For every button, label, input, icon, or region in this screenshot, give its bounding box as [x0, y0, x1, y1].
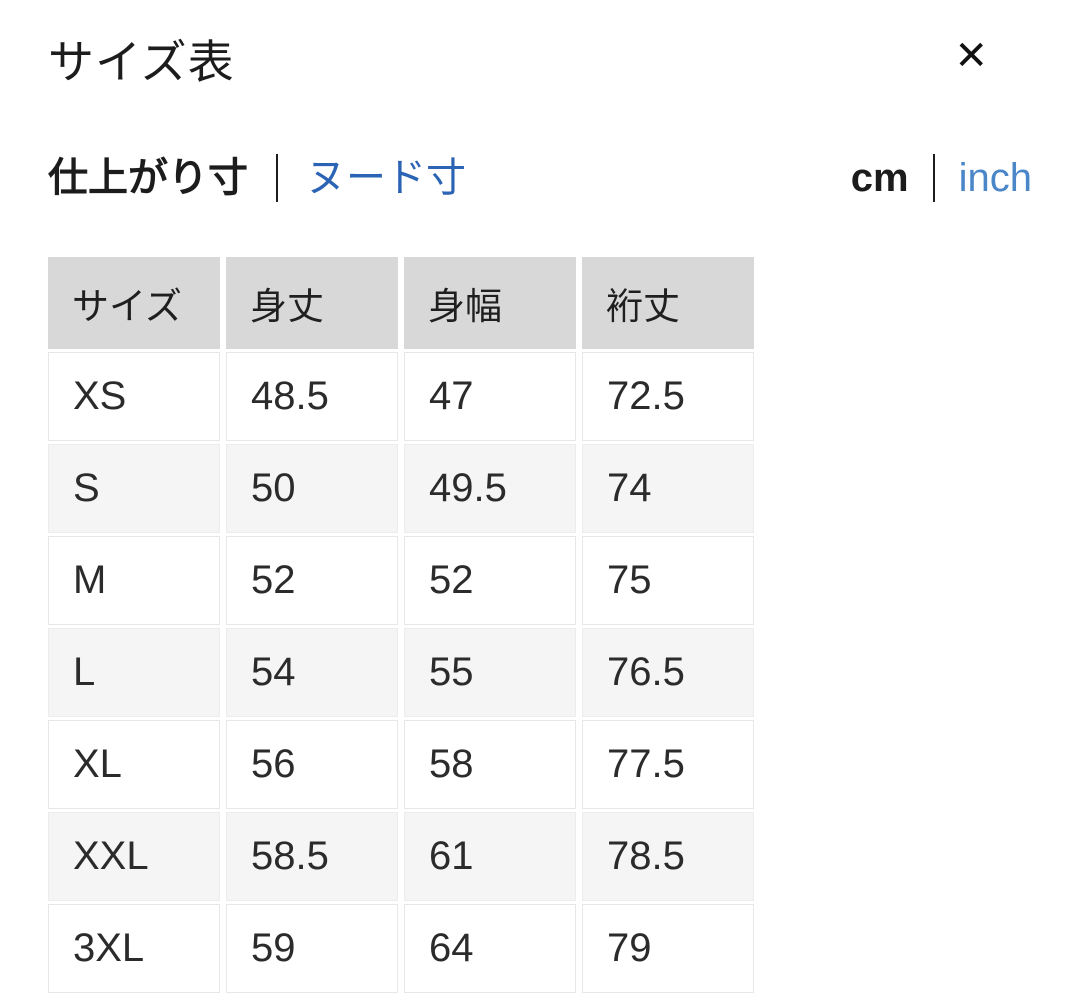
value-cell: 52 — [404, 536, 576, 625]
value-cell: 61 — [404, 812, 576, 901]
value-cell: 48.5 — [226, 352, 398, 441]
size-cell: 3XL — [48, 904, 220, 993]
size-cell: S — [48, 444, 220, 533]
header-cell-sleeve: 裄丈 — [582, 257, 754, 349]
size-cell: XS — [48, 352, 220, 441]
value-cell: 72.5 — [582, 352, 754, 441]
value-cell: 50 — [226, 444, 398, 533]
header-cell-width: 身幅 — [404, 257, 576, 349]
switch-row: 仕上がり寸 ヌード寸 cm inch — [48, 154, 1032, 202]
value-cell: 59 — [226, 904, 398, 993]
size-cell: XL — [48, 720, 220, 809]
value-cell: 78.5 — [582, 812, 754, 901]
table-row-xl: XL 56 58 77.5 — [48, 720, 754, 809]
value-cell: 54 — [226, 628, 398, 717]
value-cell: 56 — [226, 720, 398, 809]
header-row: サイズ 身丈 身幅 裄丈 — [48, 257, 754, 349]
value-cell: 76.5 — [582, 628, 754, 717]
measure-type-switch: 仕上がり寸 ヌード寸 — [48, 154, 466, 202]
table-row-s: S 50 49.5 74 — [48, 444, 754, 533]
value-cell: 58 — [404, 720, 576, 809]
modal-titlebar: サイズ表 ✕ — [48, 26, 1032, 92]
value-cell: 74 — [582, 444, 754, 533]
value-cell: 52 — [226, 536, 398, 625]
size-cell: L — [48, 628, 220, 717]
size-table-wrap: サイズ 身丈 身幅 裄丈 XS 48.5 47 72.5 S 50 49.5 7 — [42, 254, 1032, 996]
header-cell-length: 身丈 — [226, 257, 398, 349]
table-row-3xl: 3XL 59 64 79 — [48, 904, 754, 993]
value-cell: 49.5 — [404, 444, 576, 533]
table-row-xs: XS 48.5 47 72.5 — [48, 352, 754, 441]
unit-cm[interactable]: cm — [850, 156, 909, 200]
value-cell: 58.5 — [226, 812, 398, 901]
tab-nude-measurements[interactable]: ヌード寸 — [306, 156, 466, 200]
value-cell: 55 — [404, 628, 576, 717]
value-cell: 79 — [582, 904, 754, 993]
value-cell: 77.5 — [582, 720, 754, 809]
table-row-m: M 52 52 75 — [48, 536, 754, 625]
unit-inch[interactable]: inch — [958, 156, 1032, 200]
divider — [276, 154, 278, 202]
tab-finished-measurements[interactable]: 仕上がり寸 — [48, 156, 248, 200]
value-cell: 75 — [582, 536, 754, 625]
modal-title: サイズ表 — [48, 36, 235, 88]
size-cell: M — [48, 536, 220, 625]
unit-switch: cm inch — [851, 154, 1032, 202]
table-row-xxl: XXL 58.5 61 78.5 — [48, 812, 754, 901]
close-button[interactable]: ✕ — [948, 30, 994, 82]
size-table: サイズ 身丈 身幅 裄丈 XS 48.5 47 72.5 S 50 49.5 7 — [42, 254, 760, 996]
table-row-l: L 54 55 76.5 — [48, 628, 754, 717]
value-cell: 64 — [404, 904, 576, 993]
size-cell: XXL — [48, 812, 220, 901]
header-cell-size: サイズ — [48, 257, 220, 349]
divider — [932, 154, 935, 202]
close-icon: ✕ — [954, 33, 988, 79]
value-cell: 47 — [404, 352, 576, 441]
